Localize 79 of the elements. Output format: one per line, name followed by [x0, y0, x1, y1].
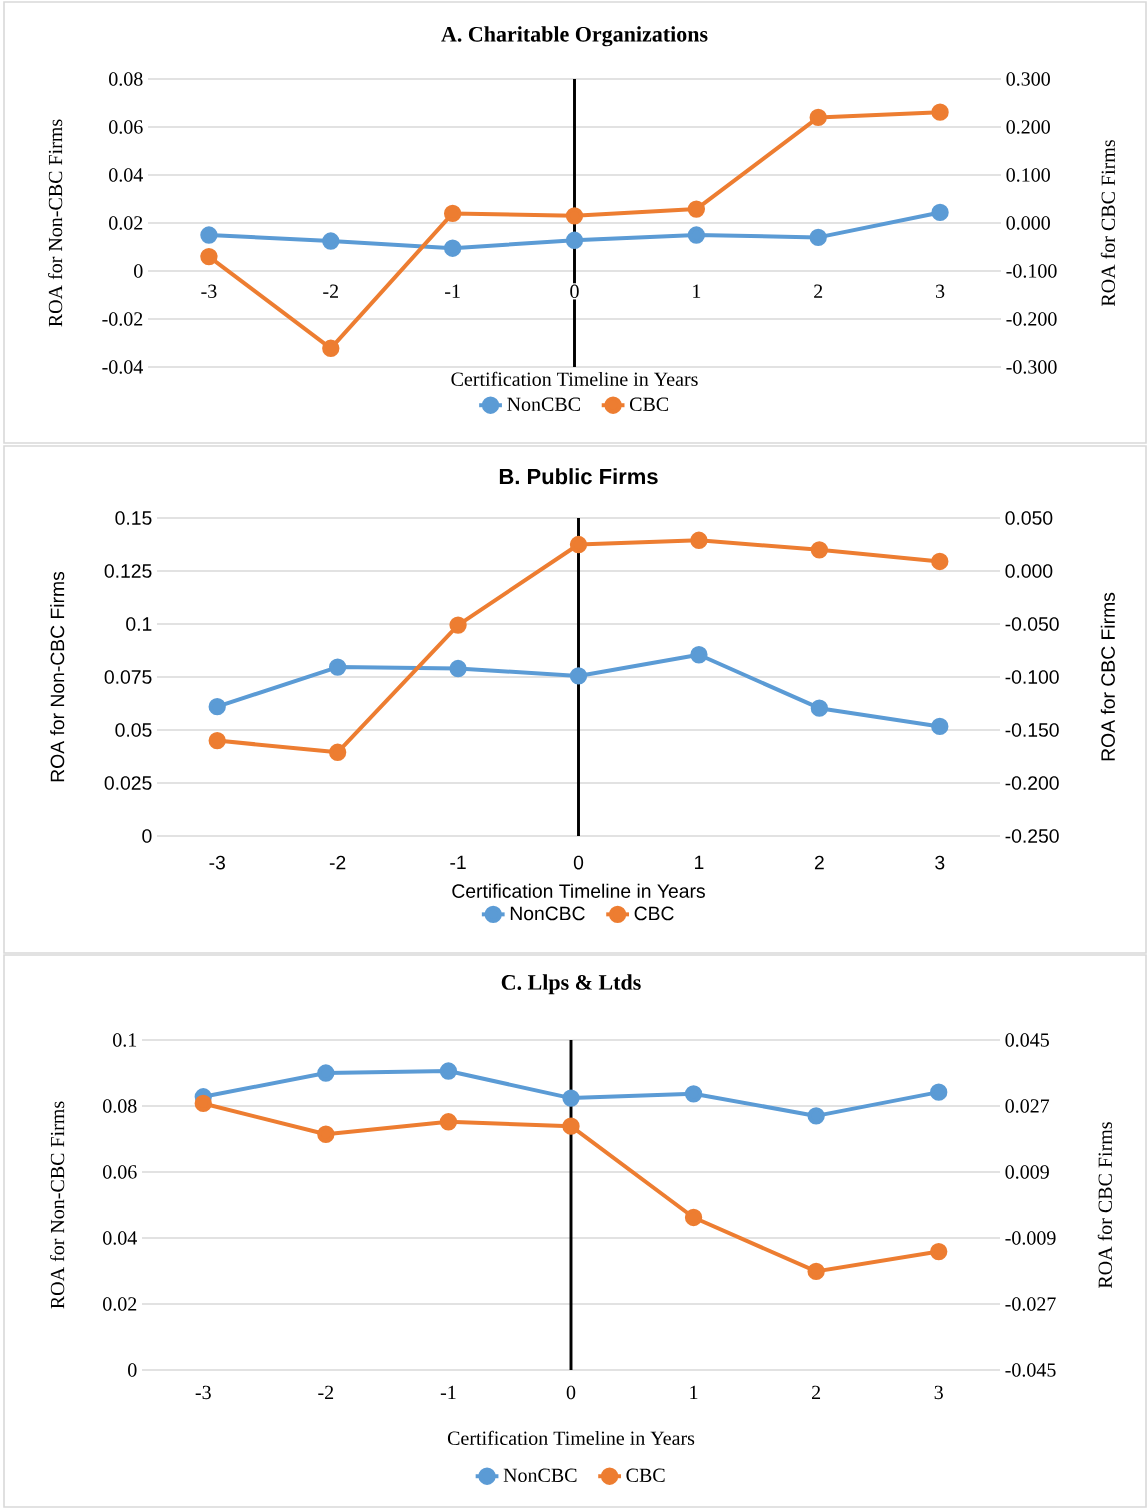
y2-tick-label: -0.100	[1005, 670, 1059, 684]
x-tick-label: 3	[935, 855, 945, 870]
y-tick-label: 0	[134, 264, 143, 278]
y-axis-title: ROA for Non-CBC Firms	[47, 119, 63, 327]
y2-axis-title: ROA for CBC Firms	[1100, 140, 1116, 307]
x-tick-label: 2	[814, 855, 824, 870]
y-tick-label: 0.075	[104, 670, 152, 684]
y2-tick-label: 0.100	[1006, 168, 1050, 182]
y-axis-title: ROA for Non-CBC Firms	[50, 571, 65, 782]
y-tick-label: 0	[128, 1363, 137, 1377]
y-tick-label: 0.06	[103, 1165, 137, 1179]
y-tick-label: 0.1	[113, 1033, 137, 1047]
x-tick-label: 1	[690, 1385, 698, 1399]
y2-tick-label: -0.027	[1005, 1297, 1056, 1311]
y-tick-label: -0.04	[102, 360, 143, 374]
legend-label: NonCBC	[510, 906, 585, 921]
y-tick-label: 0.15	[115, 511, 152, 525]
chart-title: B. Public Firms	[499, 468, 658, 485]
y2-tick-label: -0.150	[1005, 723, 1059, 737]
y-tick-label: 0.1	[126, 617, 152, 631]
x-tick-label: -3	[209, 855, 225, 870]
y-tick-label: 0.04	[109, 168, 143, 182]
y-tick-label: 0.02	[109, 216, 143, 230]
y-tick-label: 0.08	[109, 72, 143, 86]
x-tick-label: 2	[812, 1385, 821, 1399]
y2-tick-label: 0.000	[1006, 216, 1050, 230]
legend-label: CBC	[629, 397, 669, 412]
y-tick-label: 0.02	[103, 1297, 137, 1311]
legend-label: CBC	[634, 906, 674, 921]
y-axis-title: ROA for Non-CBC Firms	[50, 1101, 65, 1309]
y2-tick-label: 0.045	[1005, 1033, 1049, 1047]
y-tick-label: 0.05	[115, 723, 152, 737]
y2-tick-label: 0.027	[1005, 1099, 1050, 1113]
y-tick-label: 0.08	[103, 1099, 137, 1113]
y2-tick-label: 0.200	[1006, 120, 1050, 134]
legend-label: NonCBC	[503, 1468, 577, 1483]
x-axis-title: Certification Timeline in Years	[447, 1430, 695, 1445]
x-tick-label: 0	[570, 284, 579, 299]
x-tick-label: 0	[566, 1385, 576, 1400]
x-tick-label: 3	[934, 1385, 943, 1400]
legend-label: CBC	[626, 1468, 665, 1483]
y2-tick-label: -0.300	[1006, 360, 1057, 374]
y-tick-label: 0.06	[109, 120, 143, 134]
y-tick-label: 0.04	[103, 1231, 137, 1245]
legend-label: NonCBC	[507, 397, 580, 412]
x-axis-title: Certification Timeline in Years	[451, 371, 698, 386]
y2-tick-label: 0.009	[1005, 1165, 1049, 1179]
x-tick-label: 1	[693, 284, 701, 298]
y2-tick-label: 0.050	[1005, 511, 1053, 525]
y2-tick-label: -0.250	[1005, 829, 1059, 843]
y2-axis-title: ROA for CBC Firms	[1100, 592, 1115, 761]
y-tick-label: 0.025	[104, 776, 152, 790]
x-tick-label: -2	[323, 284, 338, 298]
x-axis-title: Certification Timeline in Years	[452, 883, 705, 898]
y-tick-label: -0.02	[102, 312, 143, 326]
x-tick-label: 1	[695, 855, 704, 870]
y2-tick-label: -0.200	[1005, 776, 1059, 790]
x-tick-label: 0	[573, 855, 584, 870]
y-tick-label: 0.125	[104, 564, 152, 578]
x-tick-label: -1	[450, 855, 466, 870]
x-tick-label: -3	[201, 284, 217, 299]
x-tick-label: -2	[318, 1385, 334, 1399]
y2-axis-title: ROA for CBC Firms	[1097, 1122, 1112, 1289]
x-tick-label: -1	[445, 284, 460, 298]
y2-tick-label: -0.100	[1006, 264, 1057, 278]
chart-title: A. Charitable Organizations	[441, 26, 708, 47]
x-tick-label: -2	[329, 855, 346, 870]
x-tick-label: -3	[195, 1385, 211, 1400]
y2-tick-label: 0.000	[1005, 564, 1053, 578]
x-tick-label: 3	[936, 284, 945, 299]
y2-tick-label: -0.200	[1006, 312, 1057, 326]
y2-tick-label: -0.045	[1005, 1363, 1056, 1377]
y2-tick-label: -0.009	[1005, 1231, 1056, 1245]
y2-tick-label: 0.300	[1006, 72, 1050, 86]
x-tick-label: 2	[814, 284, 823, 298]
x-tick-label: -1	[440, 1385, 456, 1399]
y-tick-label: 0	[142, 829, 152, 843]
y2-tick-label: -0.050	[1005, 617, 1059, 631]
chart-title: C. Llps & Ltds	[501, 974, 641, 995]
